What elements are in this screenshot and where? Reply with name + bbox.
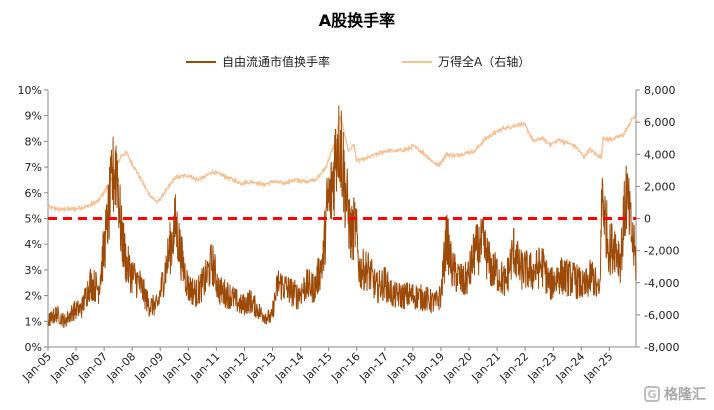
y-left-tick-label: 6% <box>25 187 42 200</box>
x-tick-label: Jan-10 <box>160 350 195 385</box>
y-right-tick-label: 4,000 <box>644 148 676 161</box>
x-tick-label: Jan-22 <box>497 350 532 385</box>
y-right-tick-label: -4,000 <box>644 277 679 290</box>
x-tick-label: Jan-20 <box>441 350 476 385</box>
x-tick-label: Jan-09 <box>132 350 167 385</box>
x-tick-label: Jan-13 <box>244 350 279 385</box>
y-left-tick-label: 5% <box>25 213 42 226</box>
x-tick-label: Jan-17 <box>356 350 391 385</box>
y-right-tick-label: -6,000 <box>644 309 679 322</box>
y-left-tick-label: 10% <box>18 84 42 97</box>
x-tick-label: Jan-24 <box>553 350 588 385</box>
y-left-tick-label: 9% <box>25 110 42 123</box>
legend-label-index: 万得全A（右轴） <box>438 54 530 69</box>
x-tick-label: Jan-11 <box>188 350 223 385</box>
y-right-tick-label: 0 <box>644 213 651 226</box>
x-tick-label: Jan-05 <box>20 350 55 385</box>
y-left-tick-label: 2% <box>25 290 42 303</box>
y-left-tick-label: 0% <box>25 341 42 354</box>
x-tick-label: Jan-16 <box>328 350 363 385</box>
x-tick-label: Jan-25 <box>581 350 616 385</box>
y-left-tick-label: 8% <box>25 135 42 148</box>
x-tick-label: Jan-21 <box>469 350 504 385</box>
y-right-tick-label: -2,000 <box>644 245 679 258</box>
series-index <box>47 114 637 213</box>
series-index-line <box>47 114 637 213</box>
y-right-tick-label: 8,000 <box>644 84 676 97</box>
legend-label-turnover: 自由流通市值换手率 <box>222 54 330 69</box>
x-tick-label: Jan-08 <box>104 350 139 385</box>
x-tick-label: Jan-07 <box>76 350 111 385</box>
chart-title: A股换手率 <box>319 11 395 30</box>
legend: 自由流通市值换手率 万得全A（右轴） <box>186 54 530 69</box>
watermark-text: 格隆汇 <box>664 387 706 403</box>
y-right-tick-label: 6,000 <box>644 116 676 129</box>
x-tick-label: Jan-19 <box>412 350 447 385</box>
x-tick-label: Jan-14 <box>272 350 307 385</box>
series-turnover-line <box>47 105 637 329</box>
y-right-tick-label: 2,000 <box>644 180 676 193</box>
g-logo-icon: G <box>644 386 660 402</box>
y-left-tick-label: 4% <box>25 238 42 251</box>
series-turnover <box>47 105 637 329</box>
x-tick-label: Jan-12 <box>216 350 251 385</box>
x-tick-label: Jan-06 <box>48 350 83 385</box>
y-right-tick-label: -8,000 <box>644 341 679 354</box>
x-tick-label: Jan-23 <box>525 350 560 385</box>
x-tick-label: Jan-18 <box>384 350 419 385</box>
y-left-tick-label: 3% <box>25 264 42 277</box>
x-tick-label: Jan-15 <box>300 350 335 385</box>
y-left-tick-label: 7% <box>25 161 42 174</box>
y-left-tick-label: 1% <box>25 315 42 328</box>
watermark: G 格隆汇 <box>644 384 706 404</box>
